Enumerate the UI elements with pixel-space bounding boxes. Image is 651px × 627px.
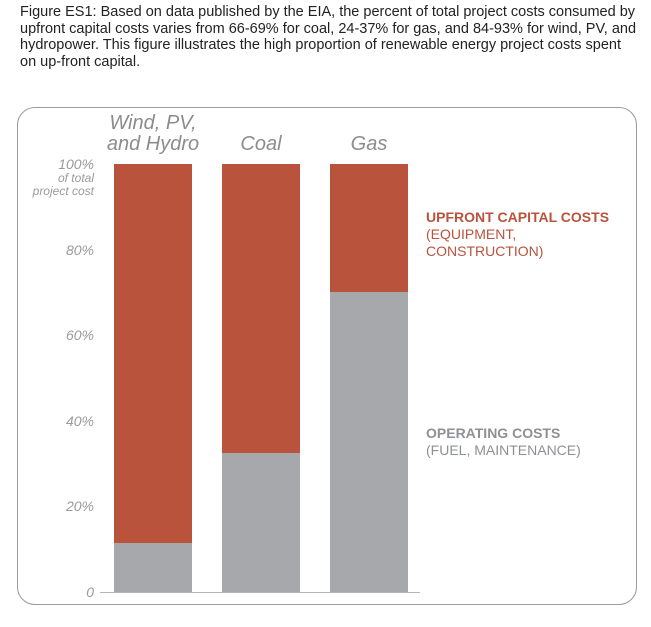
category-label: Coal <box>202 134 320 155</box>
y-tick-label: 0 <box>86 584 94 600</box>
bar-operating-costs <box>114 542 192 592</box>
bar-operating-costs <box>330 292 408 592</box>
category-label-line: Coal <box>240 133 282 155</box>
legend-operating-subtitle: (FUEL, MAINTENANCE) <box>426 442 581 458</box>
legend-operating: OPERATING COSTS (FUEL, MAINTENANCE) <box>426 425 636 459</box>
bar-upfront-capital-costs <box>222 164 300 453</box>
y-tick-label: 100% <box>58 156 94 172</box>
y-tick-label: 60% <box>65 327 94 344</box>
y-tick-sublabel: project cost <box>32 184 94 198</box>
category-label: Gas <box>310 134 428 155</box>
y-tick-label: 40% <box>65 412 94 429</box>
legend-operating-title: OPERATING COSTS <box>426 425 561 441</box>
category-label-line: Gas <box>350 133 388 155</box>
category-label-line: Wind, PV, <box>109 112 197 134</box>
bar-upfront-capital-costs <box>114 164 192 543</box>
legend-upfront: UPFRONT CAPITAL COSTS (EQUIPMENT, CONSTR… <box>426 209 636 260</box>
x-axis-baseline <box>100 592 420 593</box>
category-label: Wind, PV, and Hydro <box>94 113 212 155</box>
category-label-line: and Hydro <box>106 133 200 155</box>
legend-upfront-subtitle: (EQUIPMENT, CONSTRUCTION) <box>426 226 544 259</box>
figure-caption: Figure ES1: Based on data published by t… <box>20 4 637 70</box>
chart-frame <box>17 107 637 605</box>
y-tick-label: 20% <box>65 498 94 515</box>
y-tick-label: 80% <box>65 241 94 258</box>
y-tick-sublabel: of total <box>57 171 94 185</box>
legend-upfront-title: UPFRONT CAPITAL COSTS <box>426 209 610 225</box>
bar-upfront-capital-costs <box>330 164 408 293</box>
bar-operating-costs <box>222 452 300 592</box>
